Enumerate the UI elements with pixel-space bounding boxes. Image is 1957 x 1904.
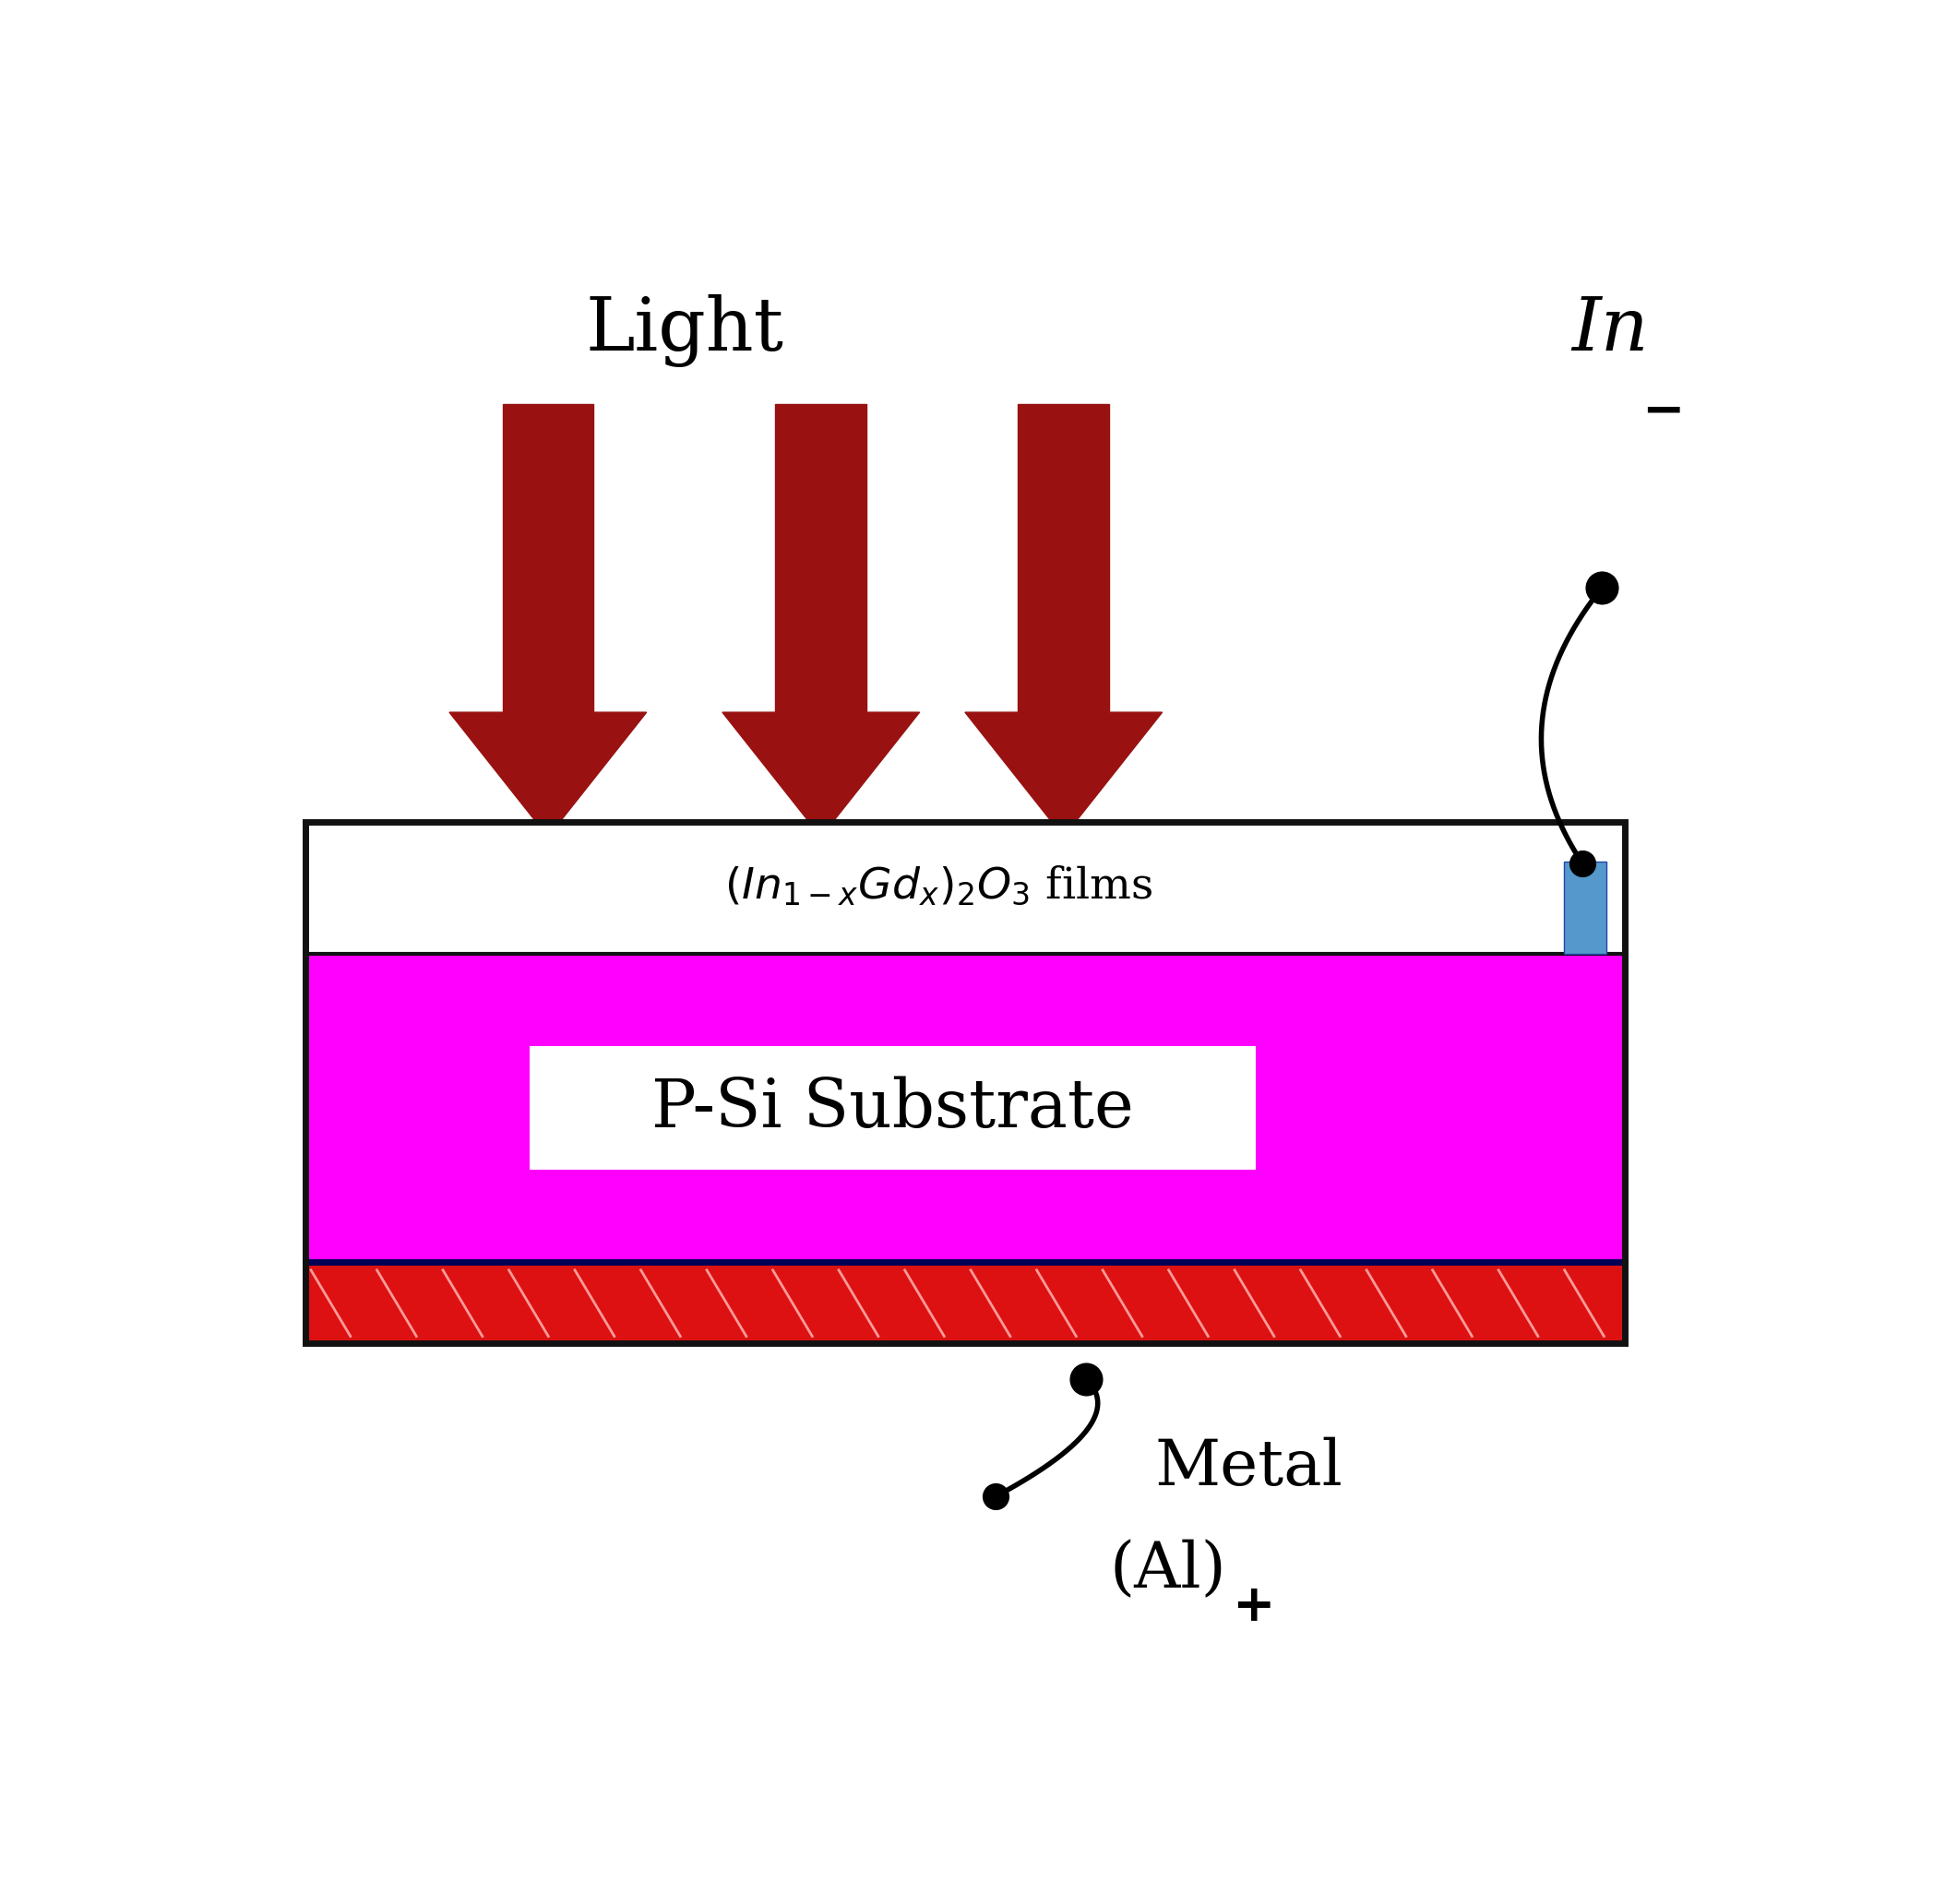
Polygon shape [1018, 404, 1110, 712]
Text: −: − [1642, 387, 1685, 436]
Bar [305, 1262, 1624, 1342]
Text: Metal: Metal [1155, 1438, 1343, 1498]
Text: $(In_{1-x}Gd_{x})_{2}O_{3}$ films: $(In_{1-x}Gd_{x})_{2}O_{3}$ films [724, 864, 1153, 906]
Text: In: In [1571, 295, 1650, 366]
Bar [305, 823, 1624, 1342]
Polygon shape [775, 404, 867, 712]
Polygon shape [965, 712, 1162, 838]
Bar [530, 1047, 1254, 1169]
Bar [305, 823, 1624, 954]
Text: (Al): (Al) [1110, 1538, 1227, 1601]
Polygon shape [722, 712, 920, 838]
Text: Light: Light [585, 295, 783, 367]
Polygon shape [450, 712, 646, 838]
Text: +: + [1231, 1582, 1274, 1632]
Text: P-Si Substrate: P-Si Substrate [652, 1076, 1133, 1140]
Bar [1564, 863, 1607, 954]
Polygon shape [503, 404, 593, 712]
Bar [305, 954, 1624, 1262]
